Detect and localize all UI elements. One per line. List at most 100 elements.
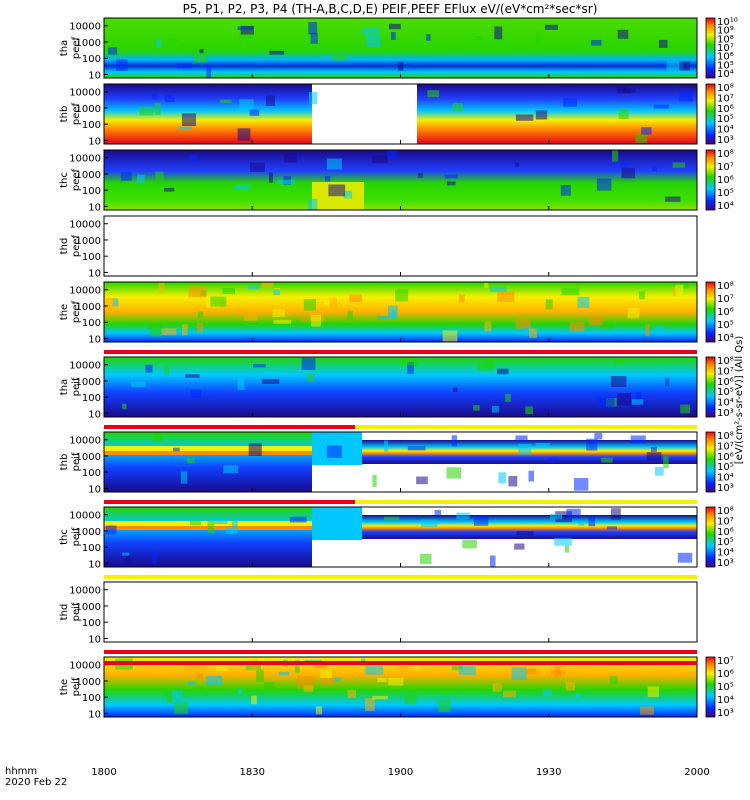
colorbar-tick-label: 10³ [717,408,734,419]
y-tick-label: 100 [82,120,101,131]
spectrogram-texture [515,435,528,442]
spectrogram-texture [365,664,384,675]
spectrogram-texture [589,316,604,326]
y-tick-label: 100 [82,468,101,479]
colorbar-tick-label: 10⁵ [717,682,734,693]
spectrogram-texture [453,387,458,392]
spectrogram-segment [104,507,312,567]
spectrogram-texture [578,522,584,526]
spectrogram-texture [301,316,307,322]
colorbar-tick-label: 10⁶ [717,377,734,388]
status-bar [104,350,697,354]
spectrogram-texture [187,457,195,464]
panel-label: the peef [59,300,82,323]
spectrogram-texture [190,662,207,672]
spectrogram-texture [535,442,550,448]
spectrogram-texture [491,405,499,413]
colorbar-tick-label: 10³ [717,483,734,494]
colorbar-tick-label: 10⁴ [717,69,734,80]
spectrogram-texture [171,690,182,699]
spectrogram-texture [152,93,158,100]
spectrogram-texture [161,328,177,336]
y-tick-label: 100 [82,618,101,629]
panel-label: thd peef [59,234,82,257]
spectrogram-texture [315,706,323,715]
status-bar [355,500,697,504]
spectrogram-texture [407,446,426,451]
spectrogram-texture [503,690,516,698]
spectrogram-texture [452,102,463,112]
y-tick-label: 1000 [76,527,101,538]
panel-label-probe: tha [59,379,70,395]
spectrogram-texture [372,474,377,487]
spectrogram-texture [684,283,689,289]
spectrogram-texture [456,512,470,520]
y-tick-label: 100 [82,252,101,263]
y-tick-label: 10000 [69,286,101,297]
spectrogram-texture [574,478,589,491]
colorbar-tick-label: 10⁴ [717,201,734,212]
spectrogram-texture [320,678,335,685]
colorbar-tick-label: 10⁴ [717,473,734,484]
spectrogram-texture [289,516,307,523]
spectrogram-texture [621,167,635,179]
colorbar-tick-label: 10⁷ [717,656,734,667]
colorbar-tick-label: 10⁷ [717,162,734,173]
colorbar-tick-label: 10⁸ [717,506,734,517]
y-tick-label: 10 [88,484,101,495]
spectrogram-texture [125,556,131,565]
colorbar-tick-label: 10⁵ [717,462,734,473]
spectrogram-segment [312,150,697,210]
spectrogram-texture [214,519,228,524]
spectrogram-texture [473,405,480,411]
spectrogram-texture [343,190,353,199]
status-bar [104,425,355,429]
spectrogram-texture [303,685,314,692]
spectrogram-texture [591,40,602,46]
spectrogram-texture [158,282,165,294]
panel-label-product: peif [71,602,82,621]
spectrogram-segment [104,432,312,492]
panel-label-probe: thb [59,454,70,471]
spectrogram-texture [645,323,650,337]
panel-label: thb peif [59,452,82,471]
spectrogram-texture [497,368,509,375]
spectrogram-texture [176,62,192,69]
spectrogram-texture [176,321,181,325]
spectrogram-texture [560,185,571,196]
spectrogram-texture [475,36,484,40]
spectrogram-texture [362,27,380,35]
spectrogram-texture [596,178,612,191]
panel-background [104,216,697,276]
spectrogram-texture [137,174,145,184]
y-tick-label: 10000 [69,88,101,99]
spectrogram-texture [544,24,558,30]
y-tick-label: 10 [88,559,101,570]
spectrogram-texture [384,516,400,521]
spectrogram-texture [248,285,259,290]
y-tick-label: 10000 [69,661,101,672]
spectrogram-texture [646,452,662,461]
spectrogram-band [104,451,312,455]
spectrogram-segment [362,515,697,539]
spectrogram-texture [672,286,677,297]
spectrogram-texture [251,659,257,671]
spectrogram-texture [191,686,205,690]
panel-label-product: peef [71,300,82,323]
spectrogram-texture [112,298,119,307]
colorbar-tick-label: 10⁸ [717,34,734,45]
spectrogram-texture [564,545,570,553]
spectrogram-texture [610,376,627,387]
spectrogram-texture [347,689,356,698]
spectrogram-texture [484,282,489,288]
panel-the-peef: 10000 1000 100 10 the peef 10⁸ 10⁷ 10⁶ 10⁵ 10⁴ [59,281,734,345]
spectrogram-texture [518,443,532,455]
status-bar [104,661,697,665]
spectrogram-texture [347,311,354,321]
colorbar-tick-label: 10¹⁰ [717,17,738,28]
spectrogram-texture [659,39,668,48]
y-tick-label: 10000 [69,361,101,372]
spectrogram-texture [549,513,563,520]
y-tick-label: 100 [82,54,101,65]
